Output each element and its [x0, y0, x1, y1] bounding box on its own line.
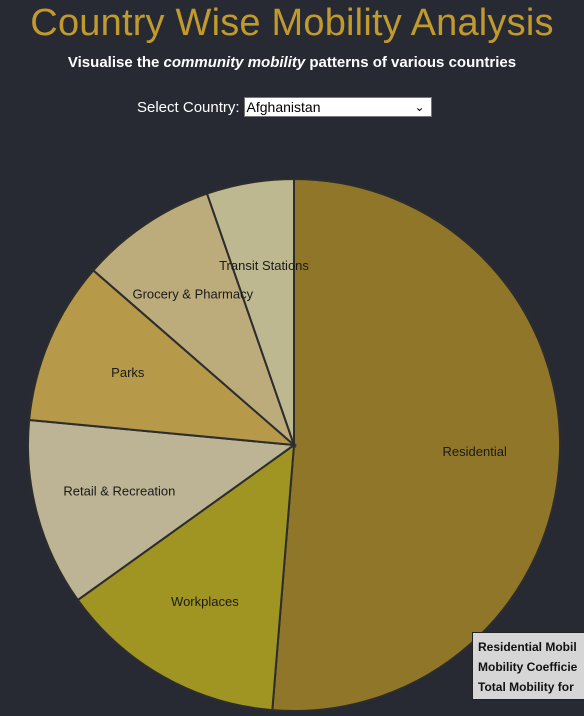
subtitle-emphasis: community mobility [163, 54, 306, 71]
pie-slice-grocery-pharmacy[interactable] [91, 192, 297, 449]
pie-slice-parks[interactable] [28, 268, 298, 447]
pie-label-transit-stations: Transit Stations [219, 258, 309, 273]
pie-slice-workplaces[interactable] [76, 442, 296, 712]
chart-tooltip: Residential Mobil Mobility Coefficie Tot… [472, 632, 584, 700]
pie-label-grocery-pharmacy: Grocery & Pharmacy [132, 287, 253, 302]
pie-slice-residential[interactable] [271, 177, 562, 712]
pie-label-retail-recreation: Retail & Recreation [63, 484, 175, 499]
tooltip-line-3: Total Mobility for [478, 680, 574, 694]
pie-label-residential: Residential [443, 444, 507, 459]
country-selector: Select Country: Afghanistan ⌄ [137, 97, 432, 117]
pie-label-workplaces: Workplaces [171, 594, 239, 609]
chevron-down-icon: ⌄ [414, 100, 425, 114]
pie-slice-retail-recreation[interactable] [26, 418, 297, 602]
pie-label-parks: Parks [111, 365, 145, 380]
page-subtitle: Visualise the community mobility pattern… [0, 54, 584, 71]
tooltip-line-2: Mobility Coefficie [478, 660, 578, 674]
page-title: Country Wise Mobility Analysis [30, 2, 554, 44]
country-select-label: Select Country: [137, 98, 240, 116]
subtitle-post: patterns of various countries [305, 54, 517, 71]
country-select-value: Afghanistan [246, 99, 321, 115]
country-select[interactable]: Afghanistan ⌄ [243, 97, 432, 117]
tooltip-line-1: Residential Mobil [478, 640, 577, 654]
pie-slice-transit-stations[interactable] [205, 177, 295, 446]
subtitle-pre: Visualise the [67, 54, 164, 71]
